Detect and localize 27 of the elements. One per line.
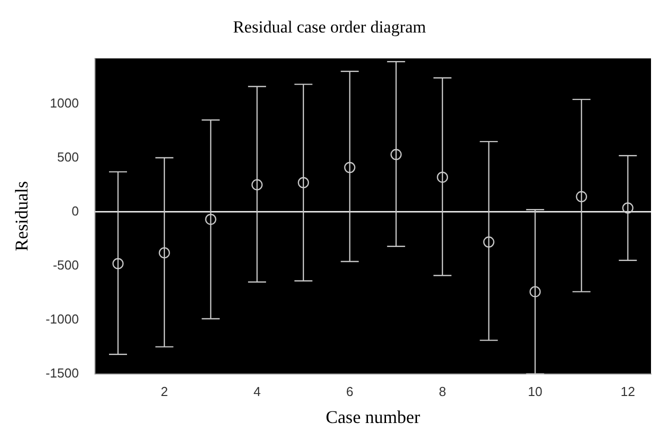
point: [344, 162, 356, 174]
y-tick-label: -1000: [46, 311, 79, 326]
point: [622, 202, 634, 214]
point: [298, 177, 310, 188]
point: [251, 179, 263, 190]
y-tick-label: 500: [57, 149, 79, 164]
x-tick-label: 4: [253, 384, 261, 400]
x-tick-label: 10: [528, 384, 542, 400]
x-tick-label: 8: [438, 384, 446, 400]
point: [530, 286, 541, 298]
point: [390, 148, 402, 160]
point: [436, 172, 448, 183]
point: [483, 236, 494, 248]
point: [205, 214, 216, 225]
x-tick-label: 6: [346, 384, 354, 400]
point: [576, 191, 588, 202]
x-axis-title: Case number: [326, 406, 420, 427]
x-tick-label: 12: [620, 384, 636, 400]
point: [112, 258, 124, 270]
x-tick-label: 2: [160, 384, 168, 400]
y-axis-title: Residuals: [12, 181, 32, 252]
chart-title: Residual case order diagram: [232, 18, 426, 37]
point: [158, 247, 170, 258]
y-tick-label: -500: [52, 257, 79, 272]
y-tick-label: -1500: [46, 365, 79, 380]
y-tick-label: 1000: [50, 95, 79, 110]
y-tick-label: 0: [72, 203, 79, 218]
